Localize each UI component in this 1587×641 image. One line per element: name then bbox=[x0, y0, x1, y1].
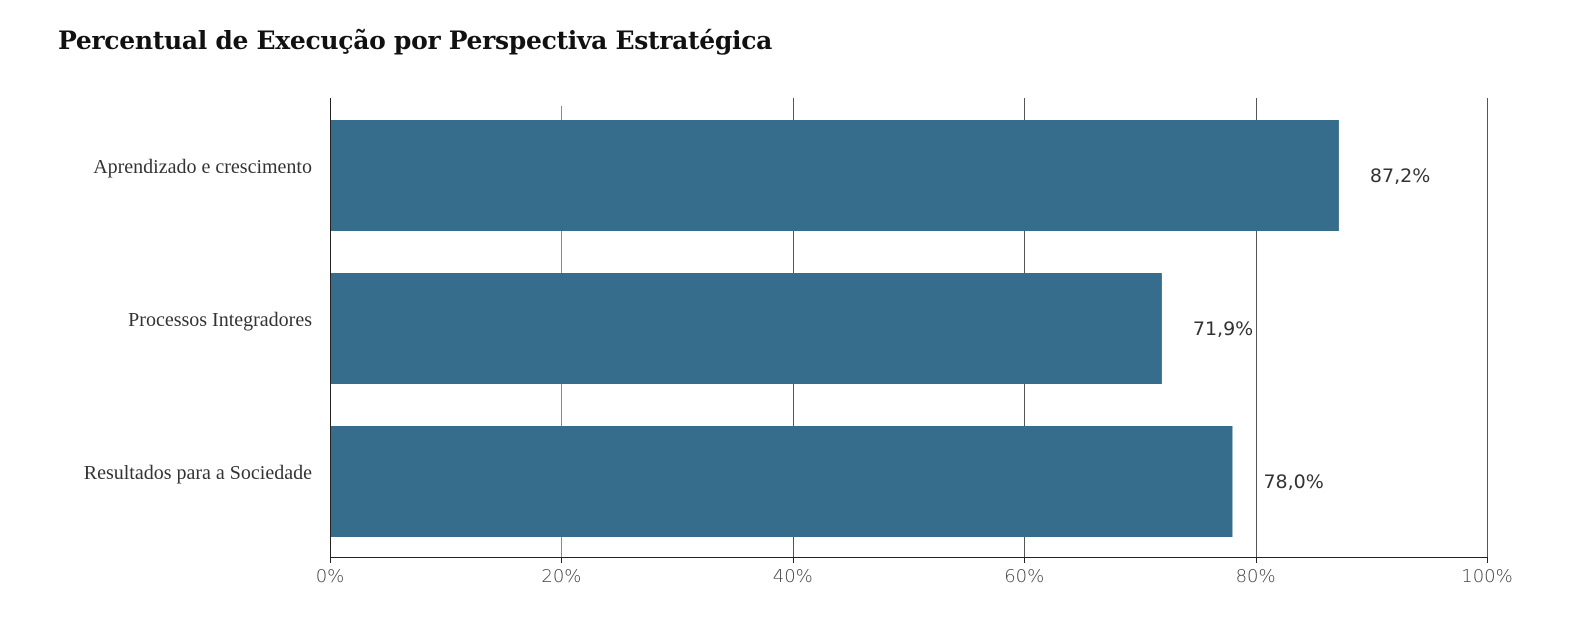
category-label: Processos Integradores bbox=[128, 309, 312, 331]
x-tick-label: 20% bbox=[541, 566, 581, 587]
chart-title: Percentual de Execução por Perspectiva E… bbox=[58, 26, 773, 55]
labels: 0% 20% 40% 60% 80% 100% Aprendizado e crescime… bbox=[84, 156, 1513, 587]
x-tick-label: 60% bbox=[1004, 566, 1044, 587]
x-tick-label: 0% bbox=[316, 566, 345, 587]
axes bbox=[330, 98, 1488, 563]
data-label: 71,9% bbox=[1193, 318, 1253, 340]
bars bbox=[330, 120, 1339, 537]
data-label: 87,2% bbox=[1370, 165, 1430, 187]
bar-1 bbox=[330, 120, 1339, 231]
x-tick-label: 40% bbox=[773, 566, 813, 587]
x-tick-label: 100% bbox=[1461, 566, 1512, 587]
data-label: 78,0% bbox=[1263, 471, 1323, 493]
bar-2 bbox=[330, 273, 1162, 384]
bar-3 bbox=[330, 426, 1233, 537]
x-tick-label: 80% bbox=[1236, 566, 1276, 587]
category-label: Resultados para a Sociedade bbox=[84, 462, 312, 484]
category-label: Aprendizado e crescimento bbox=[93, 156, 312, 178]
